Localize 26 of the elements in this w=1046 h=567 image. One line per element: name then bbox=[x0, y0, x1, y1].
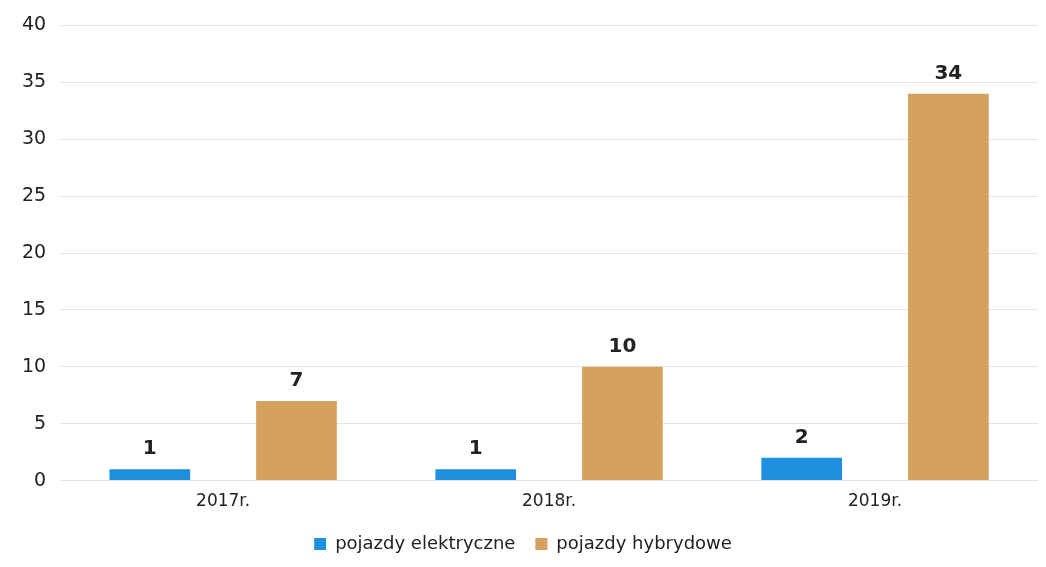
y-tick-label: 30 bbox=[21, 126, 47, 149]
bar bbox=[256, 400, 337, 481]
data-label: 34 bbox=[934, 59, 963, 84]
y-tick-label: 40 bbox=[21, 12, 47, 35]
bar bbox=[435, 469, 517, 481]
bar bbox=[582, 366, 663, 481]
y-tick-label: 20 bbox=[21, 239, 47, 262]
y-tick-label: 25 bbox=[21, 183, 47, 206]
bar bbox=[761, 457, 843, 481]
y-tick-label: 15 bbox=[21, 296, 47, 319]
y-tick-label: 5 bbox=[34, 410, 47, 433]
data-label: 10 bbox=[608, 333, 637, 357]
y-tick-label: 10 bbox=[21, 353, 47, 376]
x-tick-label: 2018r. bbox=[522, 490, 577, 511]
x-tick-label: 2019r. bbox=[847, 490, 903, 511]
legend-label: pojazdy elektryczne bbox=[335, 531, 516, 553]
data-label: 1 bbox=[468, 435, 483, 460]
legend-label: pojazdy hybrydowe bbox=[556, 531, 732, 553]
bar bbox=[109, 469, 191, 481]
y-tick-label: 0 bbox=[34, 467, 47, 490]
data-label: 7 bbox=[289, 367, 304, 392]
data-label: 1 bbox=[142, 435, 157, 460]
x-tick-label: 2017r. bbox=[196, 490, 251, 511]
data-label: 2 bbox=[794, 424, 809, 449]
bar bbox=[908, 93, 989, 481]
y-tick-label: 35 bbox=[21, 69, 47, 92]
